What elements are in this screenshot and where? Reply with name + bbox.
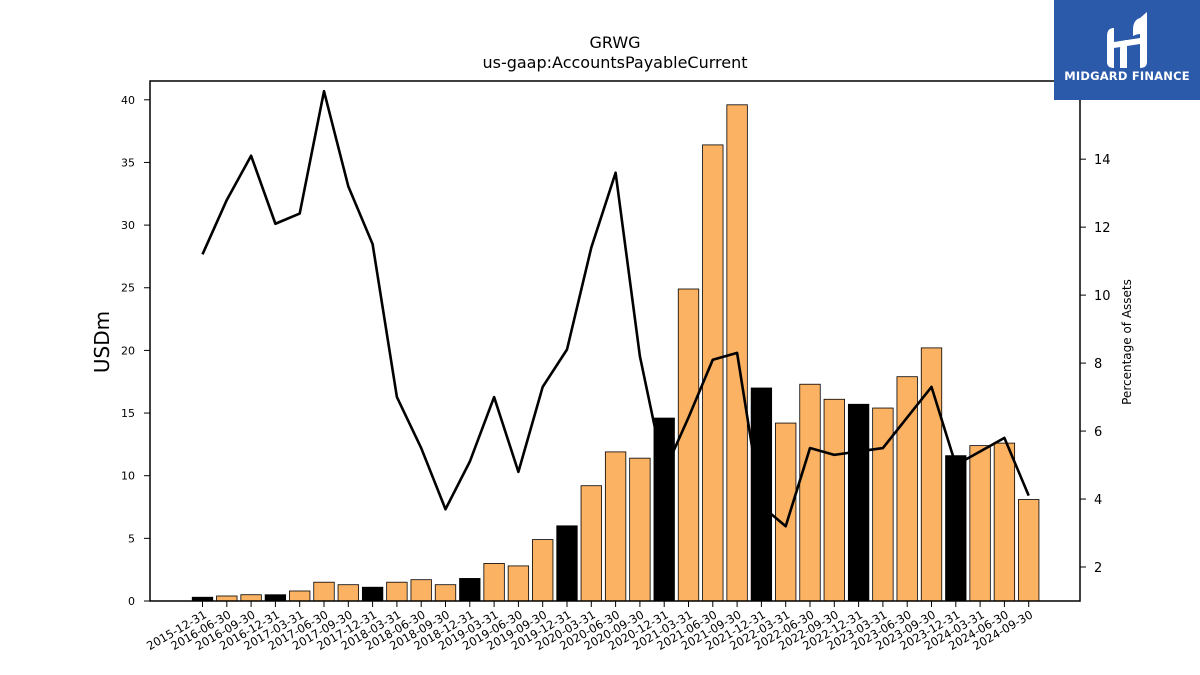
axes-group: 051015202530354024681012142015-12-312016… <box>121 94 1111 653</box>
midgard-finance-logo: MIDGARD FINANCE <box>1054 0 1200 100</box>
y-axis-label: USDm <box>90 311 114 373</box>
plot-frame <box>149 80 1081 602</box>
bar-2019-03-31 <box>483 563 505 602</box>
y-tick-label: 40 <box>121 94 135 107</box>
y2-tick-label: 8 <box>1094 357 1102 372</box>
bar-2017-03-31 <box>289 590 311 602</box>
bar-2017-09-30 <box>337 584 359 602</box>
logo-text: MIDGARD FINANCE <box>1064 69 1190 83</box>
y2-tick-label: 6 <box>1094 425 1102 440</box>
bar-2024-06-30 <box>993 442 1016 602</box>
bar-2022-03-31 <box>775 422 797 602</box>
y-tick-label: 35 <box>121 156 135 169</box>
y-tick-label: 25 <box>121 282 135 295</box>
y-tick-label: 0 <box>128 595 135 608</box>
midgard-logo-mark-icon <box>1107 12 1147 68</box>
y-tick-label: 10 <box>121 470 135 483</box>
bar-2018-06-30 <box>410 579 432 602</box>
bar-2018-03-31 <box>386 581 408 602</box>
y2-tick-label: 2 <box>1094 561 1102 576</box>
bar-2020-09-30 <box>629 457 651 602</box>
y2-tick-label: 12 <box>1094 221 1111 236</box>
y-tick-label: 15 <box>121 407 135 420</box>
y2-tick-label: 14 <box>1094 153 1111 168</box>
y2-tick-label: 4 <box>1094 493 1102 508</box>
bar-2019-06-30 <box>507 565 530 602</box>
line-group <box>201 89 1030 528</box>
bar-2019-09-30 <box>532 539 554 602</box>
y-tick-label: 30 <box>121 219 135 232</box>
bar-2023-12-31 <box>945 455 967 602</box>
bar-2018-09-30 <box>434 584 457 602</box>
bar-2021-06-30 <box>702 144 724 602</box>
y-tick-label: 20 <box>121 344 135 357</box>
bar-2024-09-30 <box>1018 499 1040 602</box>
y-tick-label: 5 <box>128 532 135 545</box>
y2-axis-label: Percentage of Assets <box>1120 279 1134 405</box>
bar-2021-12-31 <box>750 387 773 602</box>
bar-2024-03-31 <box>969 445 991 602</box>
bar-2016-06-30 <box>216 595 238 602</box>
y2-tick-label: 10 <box>1094 289 1111 304</box>
bar-2021-03-31 <box>677 288 700 602</box>
chart-title: GRWG <box>589 33 640 52</box>
bar-2020-03-31 <box>580 485 602 602</box>
bar-2016-12-31 <box>264 594 287 602</box>
chart-subtitle: us-gaap:AccountsPayableCurrent <box>482 53 747 72</box>
bar-2017-12-31 <box>361 586 384 602</box>
bar-2019-12-31 <box>556 525 578 602</box>
percentage-of-assets-line <box>201 89 1030 528</box>
bar-2020-06-30 <box>604 451 627 602</box>
bar-2022-12-31 <box>847 403 870 602</box>
bar-2018-12-31 <box>459 578 481 602</box>
bar-2017-06-30 <box>313 581 335 602</box>
bars-group <box>191 104 1040 602</box>
bar-2022-09-30 <box>823 398 845 602</box>
bar-2016-09-30 <box>240 594 262 602</box>
bar-2022-06-30 <box>799 383 821 602</box>
bar-2020-12-31 <box>653 417 675 602</box>
